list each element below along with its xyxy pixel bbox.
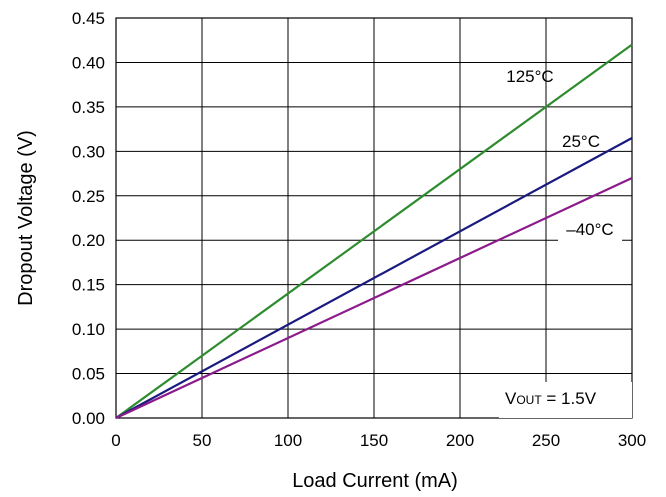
vout-annotation-subscript: OUT xyxy=(516,393,542,407)
y-axis-label: Dropout Voltage (V) xyxy=(15,130,37,306)
x-tick-label: 200 xyxy=(446,431,474,450)
series-label: 125°C xyxy=(506,67,553,86)
y-tick-label: 0.30 xyxy=(72,142,105,161)
grid-lines xyxy=(115,17,633,419)
y-tick-label: 0.20 xyxy=(72,231,105,250)
annotation-box xyxy=(499,382,632,418)
series-line xyxy=(115,43,633,419)
x-axis-label: Load Current (mA) xyxy=(292,470,458,492)
vout-annotation: VOUT = 1.5V xyxy=(505,389,597,408)
x-tick-label: 250 xyxy=(532,431,560,450)
y-tick-label: 0.25 xyxy=(72,187,105,206)
vout-annotation-value: = 1.5V xyxy=(542,389,597,408)
x-tick-label: 50 xyxy=(193,431,212,450)
series-labels: 125°C 25°C –40°C xyxy=(506,67,622,241)
series-line xyxy=(115,177,633,419)
y-tick-labels: 0.00 0.05 0.10 0.15 0.20 0.25 0.30 0.35 0.40 0.45 xyxy=(72,9,105,428)
y-tick-label: 0.05 xyxy=(72,365,105,384)
y-tick-label: 0.15 xyxy=(72,276,105,295)
vout-annotation-v: V xyxy=(505,389,517,408)
series-label: –40°C xyxy=(566,220,613,239)
series-label-background xyxy=(558,217,622,241)
y-tick-label: 0.10 xyxy=(72,320,105,339)
x-tick-label: 100 xyxy=(274,431,302,450)
y-tick-label: 0.45 xyxy=(72,9,105,28)
series-line xyxy=(115,137,633,419)
plot-frame xyxy=(115,17,633,419)
series-label: 25°C xyxy=(562,132,600,151)
x-tick-labels: 0 50 100 150 200 250 300 xyxy=(111,431,646,450)
x-tick-label: 300 xyxy=(618,431,646,450)
x-tick-label: 150 xyxy=(360,431,388,450)
y-tick-label: 0.00 xyxy=(72,409,105,428)
x-tick-label: 0 xyxy=(111,431,120,450)
y-tick-label: 0.35 xyxy=(72,98,105,117)
series-lines xyxy=(115,43,633,419)
y-tick-label: 0.40 xyxy=(72,53,105,72)
